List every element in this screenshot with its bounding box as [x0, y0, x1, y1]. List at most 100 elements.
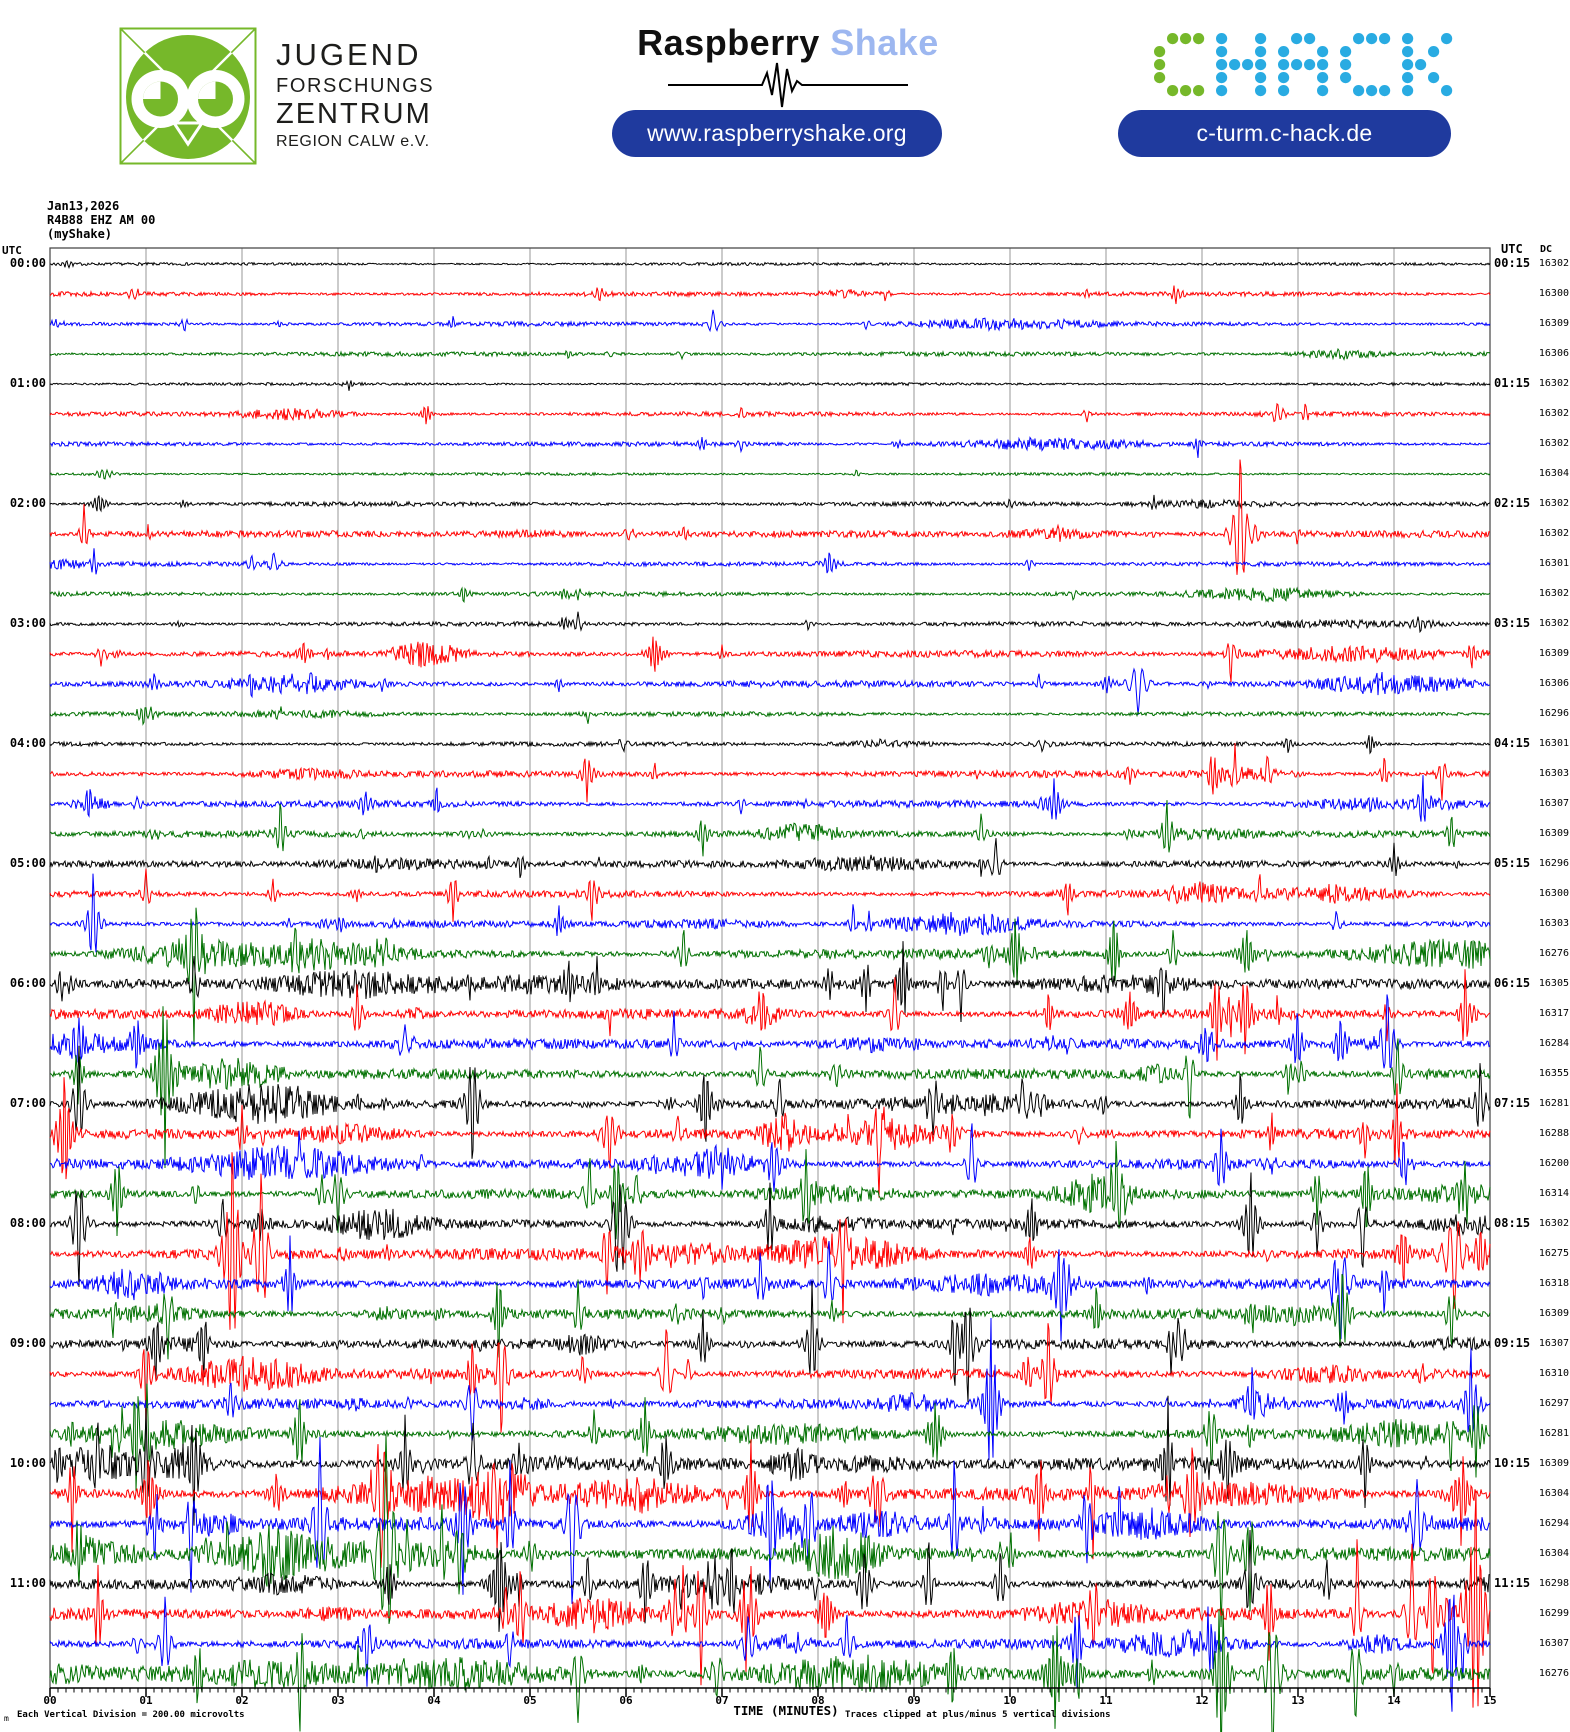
c-hack-dot	[1428, 72, 1440, 84]
dc-value: 16281	[1538, 1098, 1569, 1109]
c-hack-dot	[1304, 59, 1316, 71]
dc-value: 16314	[1538, 1188, 1569, 1199]
owl-logo-icon	[119, 27, 257, 165]
hour-label-left: 09:00	[9, 1336, 46, 1350]
c-hack-url-pill[interactable]: c-turm.c-hack.de	[1118, 110, 1451, 157]
c-hack-dot	[1242, 59, 1254, 71]
hour-label-right: 03:15	[1494, 616, 1531, 630]
seismogram-trace	[49, 1317, 1491, 1461]
c-hack-dot	[1353, 33, 1365, 45]
vertical-division-note: Each Vertical Division = 200.00 microvol…	[17, 1710, 245, 1720]
seismogram-trace	[49, 309, 1491, 333]
hour-label-right: 01:15	[1494, 376, 1531, 390]
dc-value: 16284	[1538, 1038, 1569, 1049]
c-hack-dot	[1255, 33, 1267, 45]
c-hack-dot	[1255, 72, 1267, 84]
hour-label-left: 11:00	[9, 1576, 46, 1590]
jfz-line-forschungs: FORSCHUNGS	[276, 75, 435, 97]
c-hack-dot	[1154, 72, 1166, 84]
jfz-wordmark: JUGEND FORSCHUNGS ZENTRUM REGION CALW e.…	[276, 37, 435, 152]
seismogram-trace	[49, 742, 1491, 803]
x-tick-label: 15	[1483, 1694, 1497, 1707]
raspberry-shake-wordmark: Raspberry Shake	[608, 22, 968, 64]
plot-border	[49, 247, 1491, 1688]
dc-value: 16302	[1538, 1218, 1569, 1229]
seismogram-trace	[49, 1323, 1491, 1433]
dc-value: 16296	[1538, 858, 1569, 869]
dc-value: 16302	[1538, 618, 1569, 629]
c-hack-dot	[1255, 59, 1267, 71]
c-hack-dot	[1229, 59, 1241, 71]
seismogram-trace	[49, 1529, 1491, 1632]
seismogram-trace	[49, 259, 1491, 270]
seismogram-trace	[49, 347, 1491, 361]
dc-value: 16304	[1538, 1488, 1569, 1499]
x-tick-label: 13	[1291, 1694, 1305, 1707]
seismogram-trace	[49, 1395, 1491, 1526]
plot-title-date: Jan13,2026	[47, 199, 120, 213]
clip-note: Traces clipped at plus/minus 5 vertical …	[845, 1710, 1111, 1720]
seismogram-trace	[49, 1077, 1491, 1198]
dc-value: 16309	[1538, 828, 1569, 839]
seismogram-trace	[49, 468, 1491, 480]
c-hack-wordmark	[1154, 33, 1453, 97]
hour-label-right: 07:15	[1494, 1096, 1531, 1110]
x-tick-label: 08	[811, 1694, 825, 1707]
hour-label-left: 06:00	[9, 976, 46, 990]
seismogram-trace	[49, 667, 1491, 715]
dc-value: 16300	[1538, 288, 1569, 299]
plot-title-network: (myShake)	[47, 227, 113, 241]
seismogram-trace	[49, 1491, 1491, 1708]
dc-value: 16294	[1538, 1518, 1569, 1529]
dc-value: 16302	[1538, 588, 1569, 599]
dc-value: 16296	[1538, 708, 1569, 719]
dc-value: 16305	[1538, 978, 1569, 989]
c-hack-dot	[1216, 72, 1228, 84]
c-hack-dot	[1317, 72, 1329, 84]
seismogram-trace	[49, 873, 1491, 953]
x-tick-label: 02	[235, 1694, 249, 1707]
dc-value: 16306	[1538, 678, 1569, 689]
hour-label-right: 11:15	[1494, 1576, 1531, 1590]
header: JUGEND FORSCHUNGS ZENTRUM REGION CALW e.…	[0, 0, 1570, 180]
c-hack-dot	[1216, 85, 1228, 97]
seismogram-trace	[49, 1273, 1491, 1360]
raspberry-word: Raspberry	[637, 22, 820, 63]
dc-value: 16303	[1538, 768, 1569, 779]
dc-value: 16309	[1538, 318, 1569, 329]
seismogram-trace	[49, 1006, 1491, 1169]
hour-label-right: 02:15	[1494, 496, 1531, 510]
seismogram-trace	[49, 1280, 1491, 1403]
dc-value: 16309	[1538, 1458, 1569, 1469]
seismogram-trace	[49, 379, 1491, 391]
seismogram-trace	[49, 969, 1491, 1061]
dc-value: 16301	[1538, 738, 1569, 749]
seismogram-trace	[49, 1594, 1491, 1712]
c-hack-dot	[1379, 85, 1391, 97]
dc-value: 16302	[1538, 378, 1569, 389]
seismogram-trace	[49, 1045, 1491, 1159]
seismogram-trace	[49, 994, 1491, 1069]
hour-label-right: 04:15	[1494, 736, 1531, 750]
hour-label-left: 03:00	[9, 616, 46, 630]
hour-label-left: 04:00	[9, 736, 46, 750]
seismogram-trace	[49, 1172, 1491, 1288]
c-hack-dot	[1402, 33, 1414, 45]
dc-value: 16309	[1538, 1308, 1569, 1319]
c-hack-dot	[1340, 59, 1352, 71]
dc-value: 16318	[1538, 1278, 1569, 1289]
raspberryshake-url-pill[interactable]: www.raspberryshake.org	[612, 110, 942, 157]
seismic-pulse-icon	[668, 62, 908, 108]
dc-value: 16302	[1538, 408, 1569, 419]
x-tick-label: 12	[1195, 1694, 1209, 1707]
dc-value: 16281	[1538, 1428, 1569, 1439]
x-tick-label: 00	[43, 1694, 57, 1707]
dc-value: 16355	[1538, 1068, 1569, 1079]
c-hack-dot	[1379, 33, 1391, 45]
c-hack-dot	[1402, 72, 1414, 84]
jfz-line-zentrum: ZENTRUM	[276, 98, 432, 130]
jfz-line-jugend: JUGEND	[276, 37, 422, 72]
c-hack-dot	[1402, 46, 1414, 58]
